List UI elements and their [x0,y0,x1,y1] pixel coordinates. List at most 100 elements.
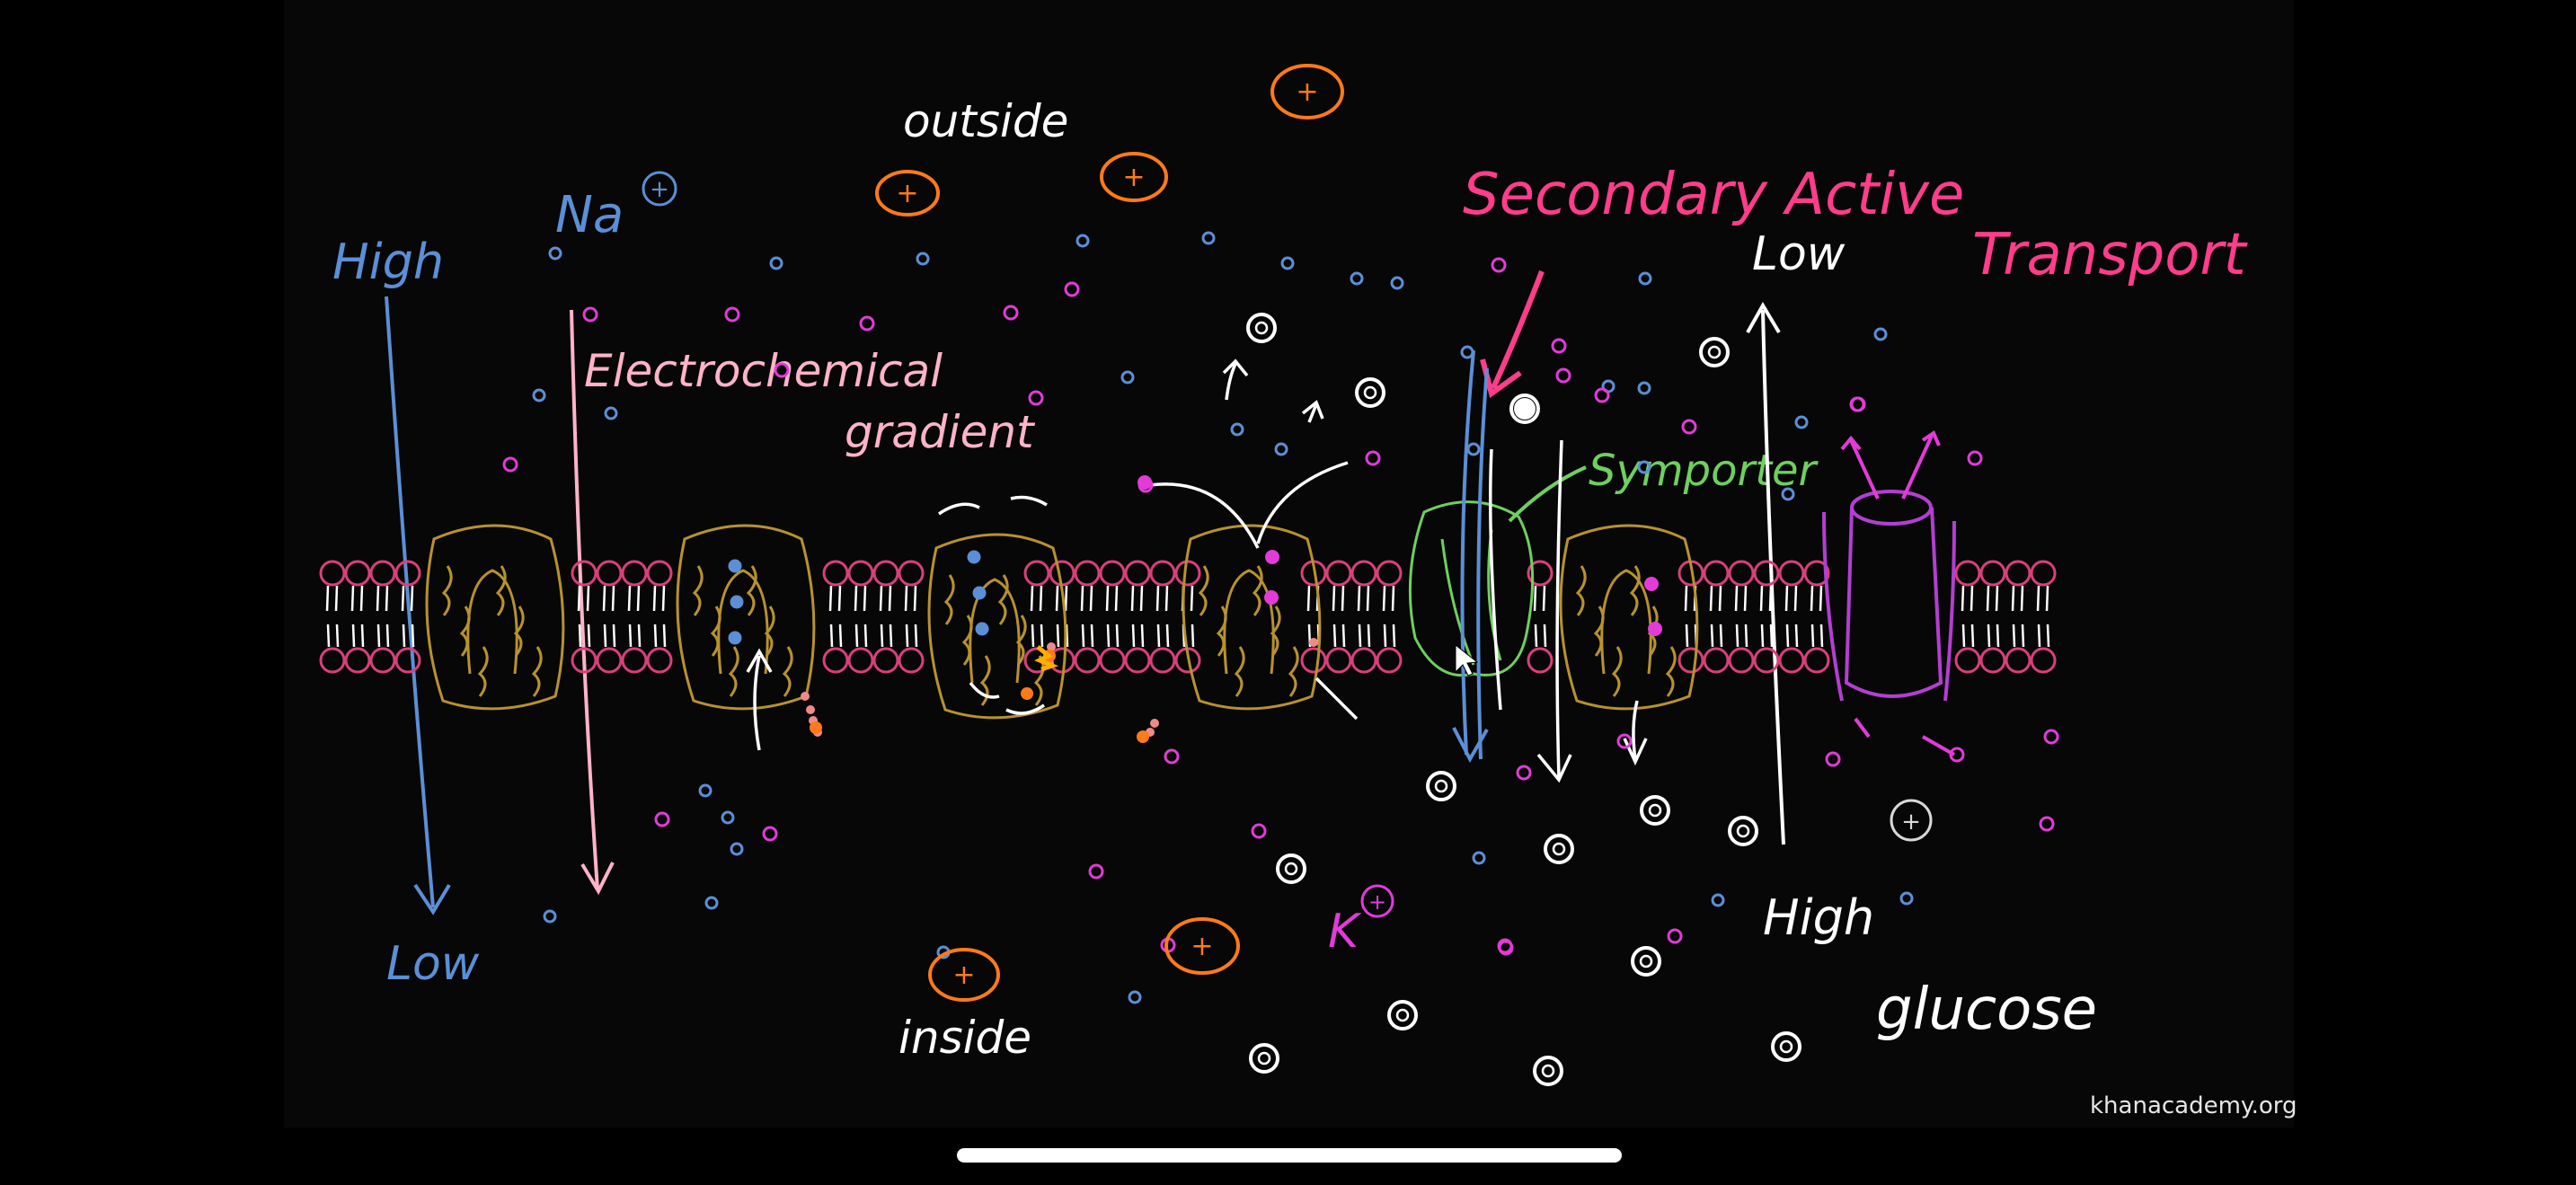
orange-plus-ion [1100,152,1168,202]
lipid-head-bottom [1099,647,1126,674]
lipid-tail-top [1155,585,1169,612]
pump-inner-channel [1223,569,1275,675]
ion-fragment [806,705,815,714]
lipid-head-bottom [822,647,849,674]
potassium-ion [1555,367,1571,384]
lipid-head-bottom [1300,647,1327,674]
lipid-tail-top [401,585,414,612]
lipid-head-top [1979,560,2006,587]
glucose-molecule-core [1434,779,1448,793]
potassium-ion [1825,751,1841,767]
pump-texture [1575,565,1587,616]
sodium-ion [1460,345,1474,359]
potassium-label: K [1328,905,1362,959]
lipid-tail-bottom [1383,623,1396,648]
sodium-plus-icon: + [642,171,677,207]
lipid-tail-bottom [2012,623,2025,648]
potassium-ion [1949,747,1965,763]
lipid-tail-top [1986,585,1999,612]
glucose-molecule [1387,1000,1418,1030]
bound-sodium-ion [731,597,742,607]
lipid-head-top [2030,560,2057,587]
lipid-tail-top [1734,585,1748,612]
lipid-head-bottom [1124,647,1151,674]
lipid-head-bottom [369,647,396,674]
lipid-head-top [1803,560,1830,587]
orange-ion-dot [1137,730,1149,743]
lipid-head-bottom [1979,647,2006,674]
gray-plus-ion: + [1890,799,1933,842]
lipid-tail-bottom [1106,623,1120,648]
lipid-head-top [1728,560,1755,587]
orange-plus-ion [875,170,940,217]
sodium-ion [1873,327,1888,341]
pump-texture [961,615,973,666]
ion-fragment [1047,642,1056,651]
sodium-ion [1899,891,1914,906]
pump-texture [943,574,955,625]
lipid-tail-bottom [1156,623,1170,648]
lipid-tail-bottom [1081,623,1094,648]
glucose-molecule [1246,313,1277,343]
lipid-tail-bottom [653,623,667,648]
potassium-ion [1497,938,1513,954]
cell-membrane [319,560,2057,674]
lipid-head-top [1174,560,1201,587]
lipid-head-bottom [1803,647,1830,674]
pump-texture [441,565,453,616]
lipid-head-top [1149,560,1176,587]
lipid-head-bottom [2030,647,2057,674]
bound-potassium-ion [1138,475,1152,490]
lipid-tail-bottom [2037,623,2050,648]
sodium-ion [1472,851,1486,865]
sodium-ion [548,246,562,261]
orange-plus-ion [928,948,1000,1002]
lipid-tail-bottom [402,623,415,648]
bound-potassium-ion [1648,622,1662,636]
lipid-tail-top [1810,585,1823,612]
lipid-head-bottom [621,647,648,674]
bound-sodium-ion [730,561,740,571]
potassium-ion [654,811,670,827]
pump-texture [997,574,1009,625]
bound-sodium-ion [730,632,740,643]
lipid-tail-top [854,585,867,612]
lipid-tail-bottom [1534,623,1547,648]
outside-label: outside [903,95,1068,147]
lipid-head-bottom [1074,647,1101,674]
lipid-head-bottom [1753,647,1780,674]
lipid-tail-bottom [1332,623,1346,648]
home-indicator-bar[interactable] [957,1148,1622,1163]
pump-texture [1629,565,1641,616]
lipid-tail-bottom [326,623,340,648]
lipid-head-bottom [1325,647,1352,674]
pump-texture [710,606,721,657]
sodium-ion [1128,990,1142,1004]
lipid-head-bottom [1149,647,1176,674]
lipid-tail-bottom [628,623,642,648]
glucose-molecule [1699,337,1730,367]
pump-outline [1182,524,1322,711]
orange-positive-ions: + + + + + [875,64,1344,1002]
lipid-tail-top [652,585,666,612]
bound-potassium-ion [1265,550,1279,564]
glucose-molecule [1355,377,1385,408]
sodium-ion [916,252,930,266]
pump-texture [764,606,775,657]
pump-texture [1611,646,1623,697]
potassium-ion [1616,733,1633,749]
pump-texture [477,646,489,697]
lipid-tail-top [1105,585,1119,612]
potassium-ion [1667,928,1683,944]
glucose-molecule-core [1395,1008,1410,1022]
lipid-head-top [1753,560,1780,587]
lipid-head-top [1778,560,1805,587]
lipid-head-bottom [1728,647,1755,674]
pump-texture [1216,606,1227,657]
potassium-ion [1028,390,1044,406]
lipid-head-bottom [344,647,371,674]
sodium-ion [1794,415,1809,429]
lipid-head-bottom [872,647,899,674]
lipid-head-bottom [1677,647,1704,674]
